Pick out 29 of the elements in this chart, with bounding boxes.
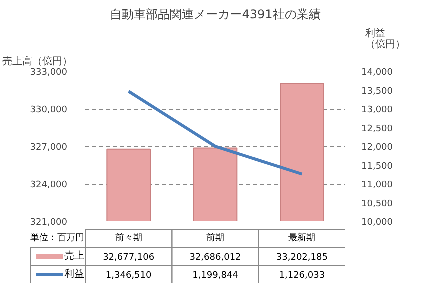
y2-tick-label: 13,500	[362, 86, 394, 97]
y-tick-label: 333,000	[30, 68, 68, 78]
y2-axis-title: 利益（億円）	[366, 28, 406, 50]
legend-label: 利益	[64, 268, 85, 280]
text: 1,346,510	[106, 271, 152, 281]
y2-tick-label: 12,500	[362, 124, 394, 134]
y2-tick-label: 13,000	[362, 106, 394, 116]
y-tick-label: 330,000	[30, 106, 68, 116]
y-tick-label: 324,000	[30, 180, 68, 190]
legend-label: 売上	[64, 250, 85, 262]
y2-tick-label: 14,000	[362, 68, 394, 78]
y-tick-label: 321,000	[30, 218, 68, 228]
text: 1,126,033	[279, 271, 326, 281]
y-tick-label: 327,000	[30, 143, 68, 153]
x-tick-label: 最新期	[288, 232, 316, 244]
chart-title: 自動車部品関連メーカー4391社の業績	[110, 8, 321, 22]
y2-tick-label: 10,000	[362, 218, 394, 228]
text: 32,686,012	[190, 253, 242, 263]
y2-tick-label: 10,500	[362, 199, 394, 210]
x-tick-label: 前期	[206, 232, 224, 244]
text: 33,202,185	[276, 253, 328, 263]
y2-tick-label: 11,000	[362, 180, 394, 190]
text: 単位：百万円	[30, 232, 84, 244]
y-axis-title: 売上高（億円）	[2, 56, 72, 68]
text: 32,677,106	[103, 253, 155, 263]
y2-tick-label: 11,500	[362, 162, 394, 172]
y2-tick-label: 12,000	[362, 143, 394, 153]
x-tick-label: 前々期	[115, 232, 142, 244]
text: 1,199,844	[192, 271, 239, 281]
